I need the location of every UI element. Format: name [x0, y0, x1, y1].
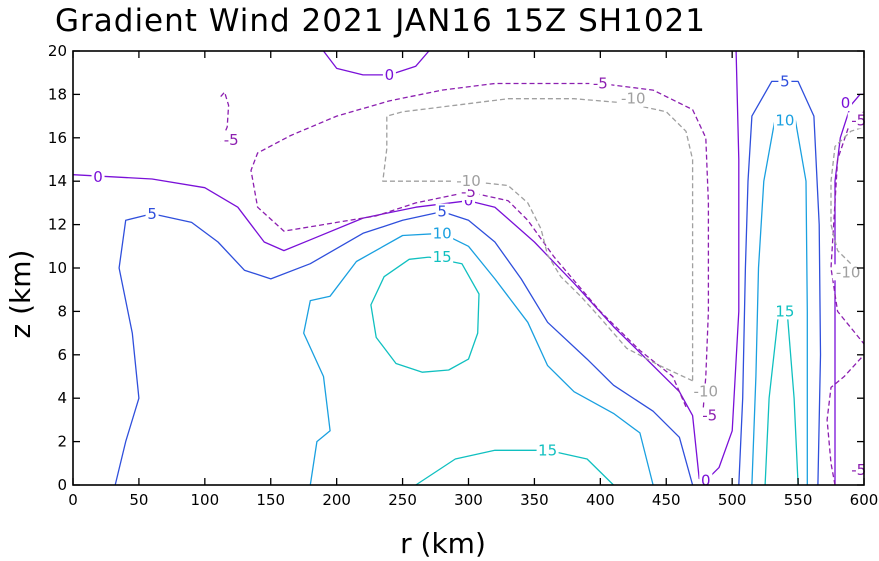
contour-layer — [72, 50, 865, 486]
contour-label-20: -10 — [456, 172, 481, 190]
contour-line-10-5 — [303, 232, 654, 486]
contour-label-3: 0 — [701, 472, 711, 490]
x-tick-label-200: 200 — [322, 491, 351, 509]
x-tick-label-50: 50 — [129, 491, 148, 509]
contour-label-11: 15 — [775, 302, 794, 320]
contour-line-15-9 — [764, 315, 799, 486]
contour-label-bg-5 — [145, 205, 159, 222]
contour-label-bg-0 — [91, 168, 105, 185]
contour-line--5-12 — [826, 354, 865, 486]
x-tick-label-250: 250 — [388, 491, 417, 509]
contour-line-5-4 — [738, 80, 822, 486]
contour-line--10-14 — [382, 98, 694, 382]
contour-label-bg-21 — [690, 383, 722, 400]
y-tick-label-0: 0 — [57, 476, 67, 494]
x-tick-label-300: 300 — [454, 491, 483, 509]
contour-label-bg-11 — [773, 303, 796, 320]
contour-label-21: -10 — [694, 383, 719, 401]
contour-label-bg-9 — [773, 112, 796, 129]
contour-label-bg-10 — [431, 249, 454, 266]
y-tick-label-8: 8 — [57, 302, 67, 320]
contour-line--5-13 — [830, 111, 865, 345]
contour-label-17: -5 — [851, 111, 866, 129]
contour-label-bg-13 — [220, 131, 243, 148]
x-tick-label-0: 0 — [68, 491, 78, 509]
contour-label-16: -5 — [702, 407, 717, 425]
y-tick-label-14: 14 — [48, 172, 67, 190]
y-tick-label-16: 16 — [48, 129, 67, 147]
contour-line--5-11 — [250, 82, 710, 410]
contour-label-13: -5 — [224, 131, 239, 149]
contour-label-22: -10 — [836, 263, 861, 281]
contour-label-12: 15 — [538, 441, 557, 459]
contour-label-8: 10 — [433, 224, 452, 242]
contour-label-1: 0 — [385, 66, 395, 84]
contour-label-6: 5 — [437, 203, 447, 221]
contour-label-0: 0 — [93, 168, 103, 186]
x-tick-label-100: 100 — [191, 491, 220, 509]
y-tick-label-12: 12 — [48, 216, 67, 234]
chart-title: Gradient Wind 2021 JAN16 15Z SH1021 — [55, 3, 706, 39]
contour-line-5-3 — [114, 210, 694, 486]
contour-label-bg-8 — [431, 225, 454, 242]
y-axis: 0 2 4 6 8 10 12 14 16 18 20 — [48, 42, 864, 494]
contour-line--5-10 — [220, 91, 230, 143]
contour-line-0-1 — [322, 50, 430, 76]
contour-line--10-15 — [830, 126, 865, 273]
x-tick-label-350: 350 — [520, 491, 549, 509]
y-tick-label-2: 2 — [57, 433, 67, 451]
contour-label-2: 0 — [464, 192, 474, 210]
x-axis: 0 50 100 150 200 250 300 350 400 450 500 550 600 — [68, 51, 878, 509]
y-tick-label-18: 18 — [48, 85, 67, 103]
contour-label-bg-1 — [382, 66, 396, 83]
contour-label-bg-22 — [832, 264, 864, 281]
contour-label-bg-16 — [698, 407, 721, 424]
contour-label-bg-15 — [589, 75, 612, 92]
y-tick-label-6: 6 — [57, 346, 67, 364]
contour-label-bg-7 — [778, 73, 792, 90]
contour-label-15: -5 — [593, 75, 608, 93]
contour-label-bg-19 — [617, 90, 649, 107]
x-tick-label-150: 150 — [256, 491, 285, 509]
x-tick-label-400: 400 — [586, 491, 615, 509]
y-tick-label-20: 20 — [48, 42, 67, 60]
contour-label-18: -5 — [851, 461, 866, 479]
y-tick-label-10: 10 — [48, 259, 67, 277]
contour-label-9: 10 — [775, 111, 794, 129]
contour-line-15-7 — [415, 449, 614, 486]
x-tick-label-450: 450 — [652, 491, 681, 509]
contour-label-19: -10 — [621, 90, 646, 108]
contour-line-0-0 — [72, 50, 740, 482]
contour-label-7: 5 — [780, 72, 790, 90]
x-tick-label-550: 550 — [784, 491, 813, 509]
contour-label-4: 0 — [841, 94, 851, 112]
y-axis-label: z (km) — [4, 250, 37, 339]
contour-label-bg-4 — [839, 95, 853, 112]
contour-label-5: 5 — [147, 205, 157, 223]
x-tick-label-600: 600 — [850, 491, 879, 509]
contour-line-15-8 — [370, 256, 480, 373]
contour-label-bg-6 — [435, 203, 449, 220]
contour-label-bg-20 — [453, 173, 484, 190]
x-tick-label-500: 500 — [718, 491, 747, 509]
y-tick-label-4: 4 — [57, 389, 67, 407]
contour-label-bg-12 — [536, 442, 559, 459]
x-axis-label: r (km) — [400, 527, 486, 560]
contour-label-10: 15 — [433, 248, 452, 266]
